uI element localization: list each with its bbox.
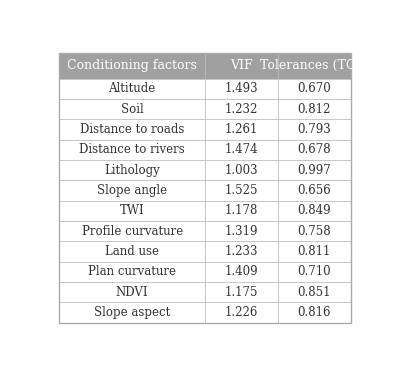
Text: Slope aspect: Slope aspect [94, 306, 170, 319]
Bar [59, 201, 205, 221]
Bar [278, 79, 351, 99]
Bar [278, 119, 351, 139]
Text: 1.233: 1.233 [225, 245, 258, 258]
Bar [59, 180, 205, 201]
Bar [278, 201, 351, 221]
Text: Slope angle: Slope angle [97, 184, 167, 197]
Text: 0.670: 0.670 [298, 82, 331, 95]
Bar [278, 262, 351, 282]
Bar [205, 201, 278, 221]
Bar [205, 180, 278, 201]
Bar [205, 160, 278, 180]
Bar [59, 119, 205, 139]
Bar [59, 282, 205, 302]
Bar [278, 180, 351, 201]
Bar [59, 52, 205, 79]
Text: 1.525: 1.525 [225, 184, 258, 197]
Text: 0.811: 0.811 [298, 245, 331, 258]
Bar [205, 79, 278, 99]
Text: 1.003: 1.003 [225, 164, 258, 177]
Text: 0.758: 0.758 [298, 225, 331, 237]
Text: 1.409: 1.409 [225, 265, 258, 278]
Text: 1.261: 1.261 [225, 123, 258, 136]
Text: Soil: Soil [121, 102, 144, 116]
Bar [205, 282, 278, 302]
Bar [59, 262, 205, 282]
Bar [278, 221, 351, 241]
Bar [59, 139, 205, 160]
Bar [278, 160, 351, 180]
Bar [205, 52, 278, 79]
Text: Lithology: Lithology [104, 164, 160, 177]
Bar [205, 119, 278, 139]
Text: Land use: Land use [105, 245, 159, 258]
Text: 0.849: 0.849 [298, 204, 331, 217]
Bar [59, 302, 205, 323]
Text: Altitude: Altitude [108, 82, 156, 95]
Text: 0.656: 0.656 [298, 184, 331, 197]
Text: 1.493: 1.493 [225, 82, 258, 95]
Bar [278, 302, 351, 323]
Text: 1.319: 1.319 [225, 225, 258, 237]
Text: 1.232: 1.232 [225, 102, 258, 116]
Bar [205, 99, 278, 119]
Bar [59, 99, 205, 119]
Bar [59, 79, 205, 99]
Text: 0.678: 0.678 [298, 143, 331, 156]
Text: 0.793: 0.793 [298, 123, 331, 136]
Text: 0.997: 0.997 [298, 164, 331, 177]
Text: 0.816: 0.816 [298, 306, 331, 319]
Bar [278, 52, 351, 79]
Bar [278, 241, 351, 262]
Bar [205, 221, 278, 241]
Bar [205, 302, 278, 323]
Text: 1.178: 1.178 [225, 204, 258, 217]
Text: Distance to roads: Distance to roads [80, 123, 184, 136]
Text: Conditioning factors: Conditioning factors [67, 59, 197, 72]
Text: NDVI: NDVI [116, 286, 148, 299]
Bar [205, 139, 278, 160]
Bar [59, 221, 205, 241]
Text: 0.812: 0.812 [298, 102, 331, 116]
Bar [278, 99, 351, 119]
Text: Distance to rivers: Distance to rivers [79, 143, 185, 156]
Text: Plan curvature: Plan curvature [88, 265, 176, 278]
Text: 0.710: 0.710 [298, 265, 331, 278]
Text: TWI: TWI [120, 204, 144, 217]
Text: 1.474: 1.474 [225, 143, 258, 156]
Bar [205, 262, 278, 282]
Text: 0.851: 0.851 [298, 286, 331, 299]
Text: Tolerances (TOL): Tolerances (TOL) [260, 59, 369, 72]
Bar [59, 160, 205, 180]
Text: Profile curvature: Profile curvature [82, 225, 183, 237]
Text: 1.175: 1.175 [225, 286, 258, 299]
Bar [278, 282, 351, 302]
Bar [278, 139, 351, 160]
Bar [205, 241, 278, 262]
Text: VIF: VIF [230, 59, 253, 72]
Text: 1.226: 1.226 [225, 306, 258, 319]
Bar [59, 241, 205, 262]
